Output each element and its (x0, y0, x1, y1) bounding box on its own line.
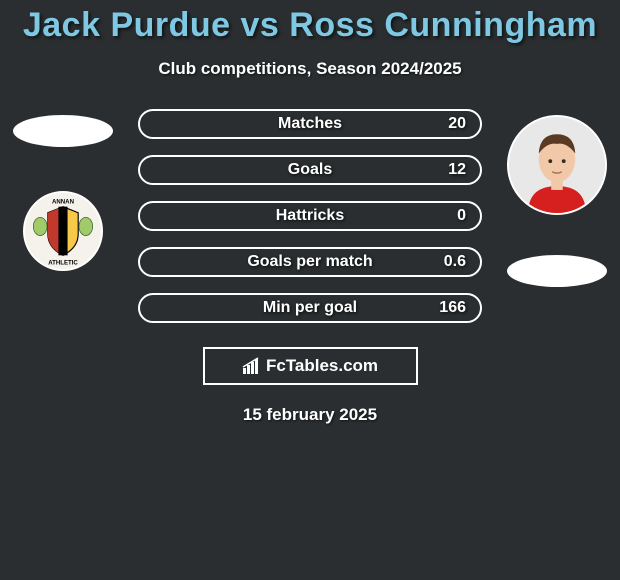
stat-row-goals-per-match: Goals per match 0.6 (138, 247, 482, 277)
stat-value-right: 0.6 (444, 253, 466, 271)
stat-value-right: 0 (457, 207, 466, 225)
comparison-area: ANNAN ATHLETIC Matches 20 Goals (0, 109, 620, 339)
page-title: Jack Purdue vs Ross Cunningham (0, 0, 620, 45)
stat-label: Hattricks (276, 207, 344, 225)
svg-text:ANNAN: ANNAN (52, 199, 74, 206)
stat-label: Min per goal (263, 299, 357, 317)
svg-text:ATHLETIC: ATHLETIC (48, 259, 78, 266)
left-blank-ellipse (13, 115, 113, 147)
stat-row-goals: Goals 12 (138, 155, 482, 185)
left-player-column: ANNAN ATHLETIC (8, 109, 118, 271)
stat-row-min-per-goal: Min per goal 166 (138, 293, 482, 323)
branding-label: FcTables.com (266, 356, 378, 376)
stat-value-right: 166 (439, 299, 466, 317)
bar-chart-icon (242, 357, 262, 375)
stat-label: Matches (278, 115, 342, 133)
right-player-avatar (507, 115, 607, 215)
right-blank-ellipse (507, 255, 607, 287)
annan-crest-icon: ANNAN ATHLETIC (25, 193, 101, 269)
stat-row-matches: Matches 20 (138, 109, 482, 139)
left-club-crest: ANNAN ATHLETIC (23, 191, 103, 271)
stat-label: Goals (288, 161, 332, 179)
stat-value-right: 12 (448, 161, 466, 179)
right-player-column (502, 109, 612, 287)
branding-box: FcTables.com (203, 347, 418, 385)
stat-value-right: 20 (448, 115, 466, 133)
stat-rows: Matches 20 Goals 12 Hattricks 0 Goals pe… (138, 109, 482, 339)
stat-label: Goals per match (247, 253, 372, 271)
player-face-icon (509, 117, 605, 213)
stat-row-hattricks: Hattricks 0 (138, 201, 482, 231)
date-text: 15 february 2025 (0, 405, 620, 425)
subtitle: Club competitions, Season 2024/2025 (0, 59, 620, 79)
